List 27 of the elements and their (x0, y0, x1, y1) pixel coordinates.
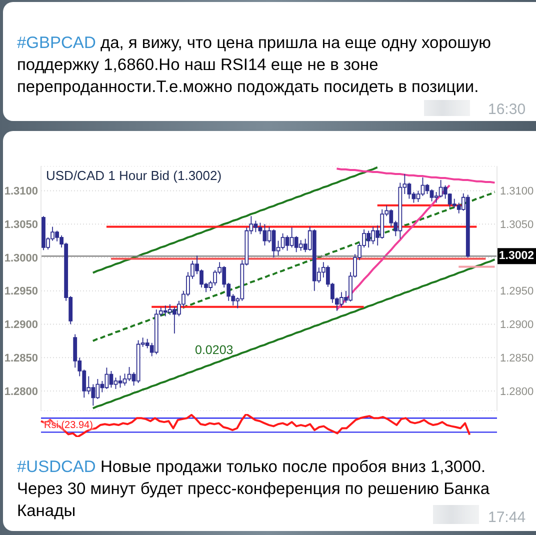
chart-title: USD/CAD 1 Hour Bid (1.3002) (46, 168, 222, 183)
y-tick-label: 1.2950 (4, 286, 38, 298)
y-tick-label: 1.2850 (4, 352, 38, 364)
y2-tick-label: 1.2950 (500, 286, 534, 298)
candlestick (262, 224, 267, 246)
text: 16:30 (488, 101, 526, 118)
text: #USDCAD Новые продажи только после пробоя вниз 1,3000. Через 30 минут будет пресс-конференция по решению Банка Канады (17, 458, 490, 520)
text: #GBPCAD да, я вижу, что цена пришла на еще одну хорошую поддержку 1,6860.Но наш RSI14 еще не в зоне перепроданности.Т.е.можно подождать посидеть в позиции. (17, 34, 491, 96)
line-series (336, 168, 496, 184)
candlestick (127, 366, 132, 382)
annotation: 0.0203 (195, 343, 234, 357)
y2-tick-label: 1.3100 (500, 186, 534, 198)
text: 17:44 (488, 509, 526, 526)
candlestick (118, 375, 122, 388)
y-tick-label: 1.3100 (4, 186, 38, 198)
y-tick-label: 1.3050 (4, 218, 38, 231)
line-series (336, 184, 451, 311)
candlestick (466, 194, 470, 258)
y2-tick-label: 1.2800 (500, 386, 534, 398)
y-tick-label: 1.3000 (4, 252, 38, 264)
line-series (92, 258, 496, 410)
y-tick-label: 1.2900 (4, 319, 38, 332)
y2-tick-label: 1.2850 (500, 352, 534, 364)
ref-line-label: 1.3002 (498, 250, 534, 262)
y2-tick-label: 1.3050 (500, 218, 534, 231)
y-tick-label: 1.2800 (4, 386, 38, 398)
y2-tick-label: 1.2900 (500, 319, 534, 332)
